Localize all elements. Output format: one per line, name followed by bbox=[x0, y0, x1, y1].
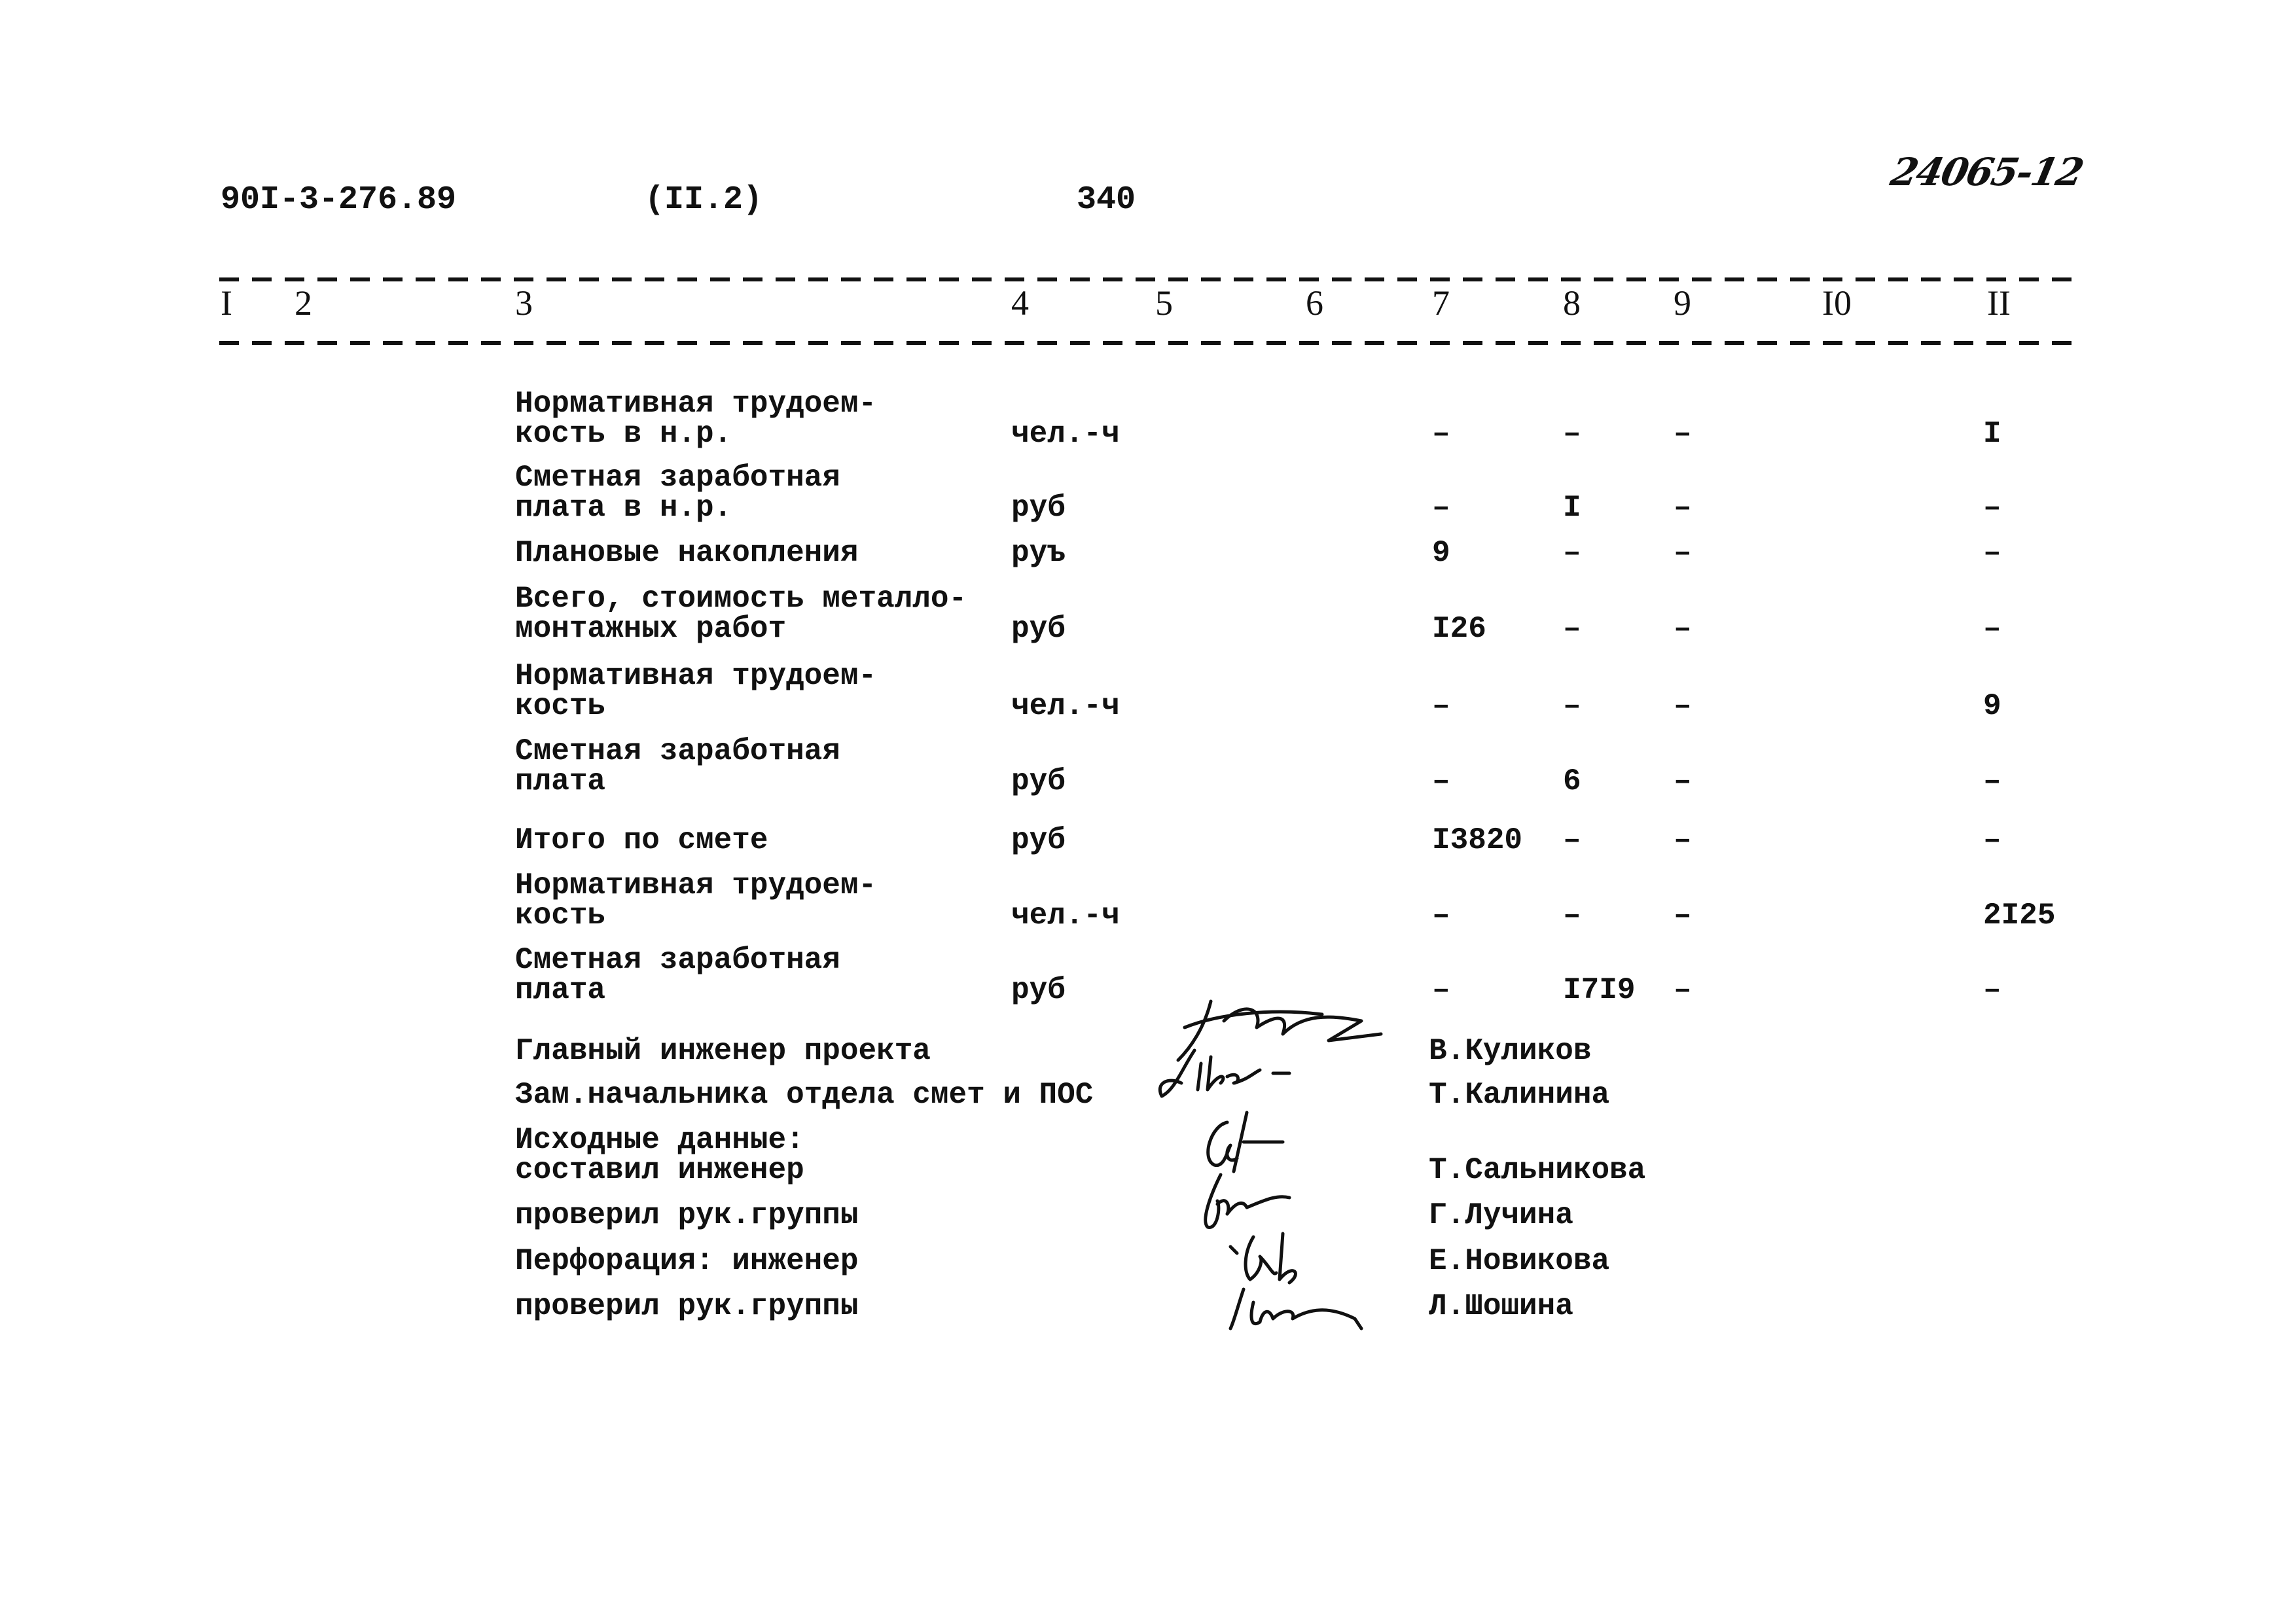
cell-col-8: I bbox=[1563, 491, 1581, 525]
cell-col-9: – bbox=[1674, 491, 1692, 525]
document-code: 90I-3-276.89 bbox=[221, 181, 457, 219]
cell-col-7: – bbox=[1432, 491, 1450, 525]
signer-name: Г.Лучина bbox=[1429, 1198, 1573, 1232]
row-unit: руъ bbox=[1011, 536, 1066, 570]
section-number: (II.2) bbox=[645, 181, 763, 219]
signer-role: Перфорация: инженер bbox=[515, 1244, 859, 1278]
column-header-7: 7 bbox=[1432, 283, 1450, 323]
signer-role: составил инженер bbox=[515, 1153, 804, 1187]
row-unit: руб bbox=[1011, 612, 1066, 646]
cell-col-9: – bbox=[1674, 689, 1692, 723]
signature-kalinina bbox=[1158, 1048, 1291, 1098]
row-unit: чел.-ч bbox=[1011, 417, 1120, 451]
row-label: Итого по смете bbox=[515, 823, 768, 857]
cell-col-7: I3820 bbox=[1432, 823, 1523, 857]
column-header-4: 4 bbox=[1011, 283, 1029, 323]
cell-col-7: – bbox=[1432, 764, 1450, 798]
cell-col-8: – bbox=[1563, 536, 1581, 570]
row-unit: чел.-ч bbox=[1011, 899, 1120, 933]
cell-col-9: – bbox=[1674, 764, 1692, 798]
cell-col-11: – bbox=[1983, 823, 2001, 857]
row-label: Сметная заработная bbox=[515, 943, 840, 977]
cell-col-7: – bbox=[1432, 899, 1450, 933]
cell-col-7: – bbox=[1432, 689, 1450, 723]
row-label: кость bbox=[515, 689, 606, 723]
page-number: 340 bbox=[1077, 181, 1136, 219]
column-header-9: 9 bbox=[1674, 283, 1691, 323]
signature-kulikov bbox=[1176, 999, 1383, 1062]
cell-col-8: – bbox=[1563, 417, 1581, 451]
column-header-2: 2 bbox=[295, 283, 312, 323]
row-label: Всего, стоимость металло- bbox=[515, 582, 967, 616]
column-header-8: 8 bbox=[1563, 283, 1581, 323]
cell-col-9: – bbox=[1674, 536, 1692, 570]
row-unit: руб bbox=[1011, 491, 1066, 525]
signer-role: Главный инженер проекта bbox=[515, 1034, 931, 1068]
cell-col-8: – bbox=[1563, 899, 1581, 933]
column-header-3: 3 bbox=[515, 283, 533, 323]
row-label: плата bbox=[515, 973, 606, 1007]
signer-role: Зам.начальника отдела смет и ПОС bbox=[515, 1078, 1094, 1112]
row-unit: руб bbox=[1011, 973, 1066, 1007]
cell-col-11: – bbox=[1983, 491, 2001, 525]
row-label: Нормативная трудоем- bbox=[515, 387, 877, 421]
row-label: кость в н.р. bbox=[515, 417, 732, 451]
row-label: Сметная заработная bbox=[515, 734, 840, 768]
signature-novikova bbox=[1229, 1232, 1297, 1285]
row-unit: чел.-ч bbox=[1011, 689, 1120, 723]
column-header-6: 6 bbox=[1306, 283, 1323, 323]
cell-col-8: 6 bbox=[1563, 764, 1581, 798]
cell-col-9: – bbox=[1674, 823, 1692, 857]
signature-shoshina bbox=[1229, 1287, 1363, 1330]
row-unit: руб bbox=[1011, 764, 1066, 798]
cell-col-7: – bbox=[1432, 973, 1450, 1007]
cell-col-11: 2I25 bbox=[1983, 899, 2056, 933]
cell-col-8: – bbox=[1563, 689, 1581, 723]
row-label: Сметная заработная bbox=[515, 461, 840, 495]
cell-col-7: I26 bbox=[1432, 612, 1486, 646]
cell-col-11: – bbox=[1983, 612, 2001, 646]
row-unit: руб bbox=[1011, 823, 1066, 857]
signer-name: Т.Сальникова bbox=[1429, 1153, 1646, 1187]
column-header-11: II bbox=[1987, 283, 2011, 323]
cell-col-11: – bbox=[1983, 536, 2001, 570]
cell-col-9: – bbox=[1674, 973, 1692, 1007]
column-header-5: 5 bbox=[1155, 283, 1173, 323]
row-label: плата bbox=[515, 764, 606, 798]
signature-salnikova bbox=[1206, 1111, 1285, 1173]
cell-col-8: – bbox=[1563, 612, 1581, 646]
signer-name: Т.Калинина bbox=[1429, 1078, 1610, 1112]
row-label: Нормативная трудоем- bbox=[515, 868, 877, 902]
cell-col-9: – bbox=[1674, 899, 1692, 933]
signer-name: Е.Новикова bbox=[1429, 1244, 1610, 1278]
signer-name: В.Куликов bbox=[1429, 1034, 1592, 1068]
cell-col-9: – bbox=[1674, 417, 1692, 451]
signer-role: Исходные данные: bbox=[515, 1123, 804, 1157]
cell-col-7: – bbox=[1432, 417, 1450, 451]
row-label: кость bbox=[515, 899, 606, 933]
row-label: плата в н.р. bbox=[515, 491, 732, 525]
cell-col-7: 9 bbox=[1432, 536, 1450, 570]
header-top-divider bbox=[219, 277, 2085, 281]
cell-col-9: – bbox=[1674, 612, 1692, 646]
signer-role: проверил рук.группы bbox=[515, 1198, 859, 1232]
column-header-10: I0 bbox=[1822, 283, 1852, 323]
cell-col-11: I bbox=[1983, 417, 2001, 451]
cell-col-11: – bbox=[1983, 764, 2001, 798]
row-label: Плановые накопления bbox=[515, 536, 859, 570]
cell-col-8: – bbox=[1563, 823, 1581, 857]
signature-luchina bbox=[1204, 1173, 1291, 1229]
row-label: Нормативная трудоем- bbox=[515, 659, 877, 693]
cell-col-11: – bbox=[1983, 973, 2001, 1007]
handwritten-inventory-number: 24065-12 bbox=[1886, 150, 2087, 194]
column-header-1: I bbox=[221, 283, 232, 323]
signer-role: проверил рук.группы bbox=[515, 1289, 859, 1323]
cell-col-8: I7I9 bbox=[1563, 973, 1636, 1007]
cell-col-11: 9 bbox=[1983, 689, 2001, 723]
signer-name: Л.Шошина bbox=[1429, 1289, 1573, 1323]
row-label: монтажных работ bbox=[515, 612, 787, 646]
header-bottom-divider bbox=[219, 341, 2085, 345]
